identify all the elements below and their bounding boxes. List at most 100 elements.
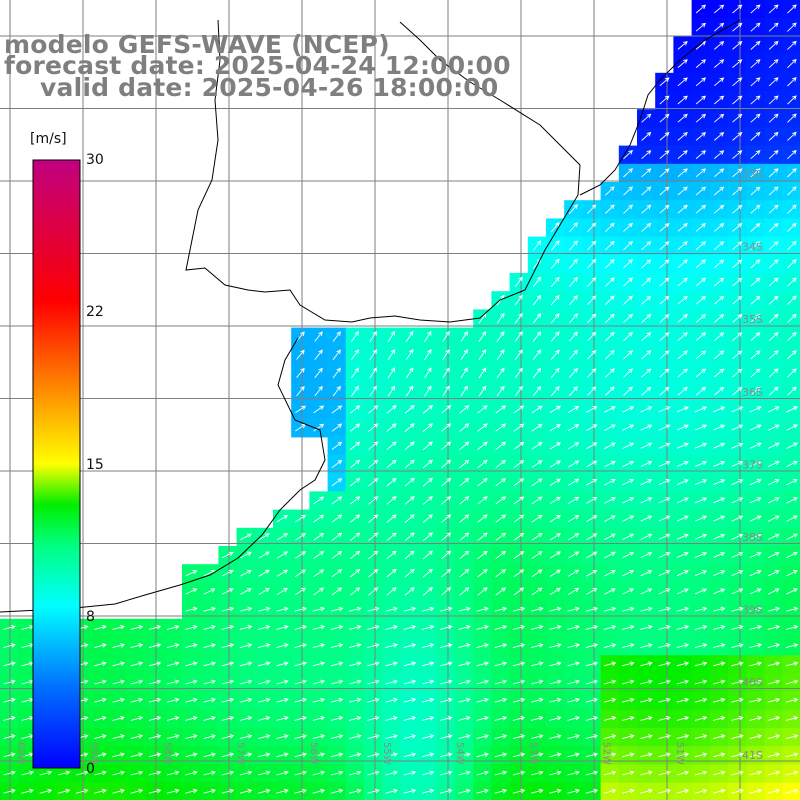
wind-arrow [695, 332, 707, 341]
wind-arrow [732, 95, 743, 105]
wind-arrow [603, 734, 617, 740]
wind-arrow [549, 679, 562, 685]
wind-arrow [368, 587, 379, 596]
wind-arrow [331, 423, 343, 432]
wind-arrow [603, 697, 617, 703]
wind-arrow [385, 697, 399, 703]
wind-arrow [787, 131, 797, 141]
wind-arrow [585, 624, 599, 630]
wind-arrow [330, 788, 344, 794]
wind-arrow [239, 679, 253, 685]
wind-arrow [331, 478, 343, 487]
wind-arrow [768, 204, 779, 214]
wind-arrow [478, 367, 487, 379]
wind-arrow [458, 788, 471, 794]
wind-arrow [512, 624, 526, 630]
wind-arrow [422, 404, 434, 414]
wind-arrow [422, 550, 434, 560]
wind-arrow [694, 770, 708, 776]
wind-arrow [512, 734, 526, 740]
wind-arrow [532, 331, 542, 342]
wind-arrow [477, 550, 488, 560]
wind-arrow [787, 149, 797, 160]
wind-arrow [276, 788, 289, 794]
wind-arrow [439, 770, 453, 776]
wind-arrow [368, 459, 379, 469]
wind-arrow [750, 40, 761, 50]
wind-arrow [424, 330, 432, 342]
wind-arrow [549, 442, 561, 450]
wind-arrow [787, 168, 797, 178]
wind-arrow [676, 497, 689, 504]
wind-arrow [312, 788, 326, 794]
wind-arrow [785, 734, 799, 740]
wind-arrow [622, 479, 635, 486]
wind-arrow [767, 606, 781, 612]
wind-arrow [185, 788, 198, 794]
wind-arrow [513, 569, 525, 578]
wind-arrow [732, 4, 743, 14]
wind-arrow [786, 588, 798, 595]
wind-arrow [314, 331, 323, 342]
wind-arrow [295, 569, 307, 577]
wind-arrow [641, 113, 652, 123]
wind-arrow [549, 533, 561, 541]
wind-arrow [658, 606, 672, 612]
wind-arrow [257, 624, 271, 630]
wind-arrow [568, 367, 578, 378]
wind-arrow [714, 59, 725, 68]
wind-arrow [550, 294, 560, 306]
wind-arrow [221, 624, 235, 630]
wind-arrow [405, 385, 414, 397]
wind-arrow [424, 385, 432, 397]
wind-arrow [514, 367, 523, 379]
wind-arrow [787, 204, 797, 214]
wind-arrow [441, 423, 452, 432]
wind-arrow [403, 788, 417, 794]
wind-arrow [550, 240, 560, 251]
wind-arrow [732, 368, 743, 378]
wind-arrow [621, 624, 635, 630]
wind-arrow [332, 331, 341, 342]
wind-arrow [714, 222, 725, 232]
wind-arrow [787, 222, 797, 232]
wind-arrow [714, 277, 725, 287]
wind-arrow [276, 752, 289, 758]
wind-arrow [585, 679, 599, 685]
wind-arrow [459, 514, 470, 523]
wind-arrow [424, 367, 432, 379]
wind-arrow [749, 697, 763, 703]
wind-arrow [768, 168, 779, 178]
wind-arrow [549, 424, 561, 432]
wind-arrow [695, 497, 708, 504]
wind-arrow [641, 168, 652, 178]
wind-arrow [531, 551, 543, 559]
wind-arrow [330, 643, 344, 649]
colorbar [32, 159, 81, 769]
wind-arrow [714, 22, 725, 32]
wind-arrow [585, 715, 599, 721]
wind-arrow [676, 588, 689, 595]
wind-arrow [732, 40, 743, 50]
wind-arrow [386, 496, 397, 505]
wind-arrow [749, 770, 763, 776]
wind-arrow [567, 770, 581, 776]
wind-arrow [732, 186, 743, 196]
wind-arrow [221, 715, 235, 721]
wind-arrow [640, 479, 653, 486]
wind-arrow [130, 770, 144, 776]
wind-arrow [785, 715, 799, 721]
wind-arrow [677, 168, 688, 178]
wind-arrow [476, 606, 490, 612]
wind-arrow [442, 330, 450, 342]
longitude-label: 54W [454, 742, 465, 765]
wind-arrow [714, 150, 725, 159]
wind-arrow [641, 150, 652, 160]
wind-arrow [694, 715, 708, 721]
wind-arrow [621, 734, 635, 740]
wind-arrow [459, 405, 470, 414]
wind-arrow [567, 715, 581, 721]
wind-arrow [677, 113, 688, 123]
wind-arrow [567, 551, 580, 559]
wind-arrow [351, 331, 359, 342]
